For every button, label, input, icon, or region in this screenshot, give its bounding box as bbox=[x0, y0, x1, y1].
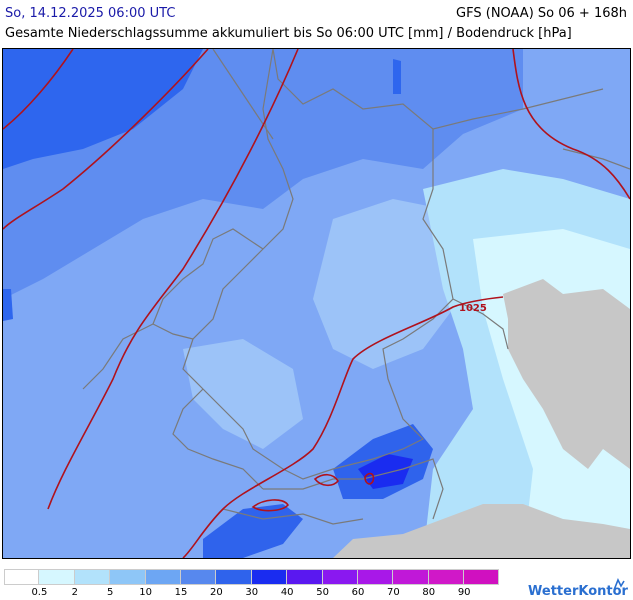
country-borders bbox=[82, 49, 630, 525]
isobar-east bbox=[512, 49, 630, 200]
legend-swatch bbox=[39, 569, 75, 585]
legend-tick-label: 10 bbox=[139, 587, 152, 598]
legend-tick-label: 5 bbox=[107, 587, 114, 598]
isobar-alps-mid bbox=[313, 473, 339, 487]
precip-zone-nw-heavy bbox=[3, 49, 203, 169]
legend-tick-label: 2 bbox=[71, 587, 78, 598]
isobar-label-1025: 1025 bbox=[459, 303, 487, 314]
legend-swatch bbox=[428, 569, 465, 585]
legend-swatch bbox=[251, 569, 288, 585]
legend-swatch bbox=[110, 569, 146, 585]
no-data-land-south bbox=[333, 504, 630, 558]
legend-swatch bbox=[287, 569, 323, 585]
precip-zone-central-light bbox=[313, 199, 473, 369]
isobars bbox=[3, 49, 630, 558]
precip-spot-north bbox=[393, 59, 401, 94]
no-data-land-east bbox=[503, 279, 630, 469]
precip-zone-central-light-2 bbox=[183, 339, 303, 449]
map-canvas: 1025 bbox=[3, 49, 630, 558]
legend-tick-label: 90 bbox=[457, 587, 471, 598]
isobar-alps-east bbox=[364, 472, 375, 485]
legend-swatch bbox=[145, 569, 181, 585]
legend-tick-label: 50 bbox=[316, 587, 329, 598]
legend-tick-label: 20 bbox=[210, 587, 223, 598]
map-subtitle: Gesamte Niederschlagssumme akkumuliert b… bbox=[5, 26, 572, 41]
forecast-datetime: So, 14.12.2025 06:00 UTC bbox=[5, 6, 176, 21]
legend-tick-label: 15 bbox=[174, 587, 188, 598]
legend-swatch bbox=[4, 569, 40, 585]
legend-tick-label: 0.5 bbox=[31, 587, 48, 598]
legend-swatch bbox=[357, 569, 394, 585]
legend-tick-label: 30 bbox=[245, 587, 259, 598]
legend-tick-label: 60 bbox=[351, 587, 365, 598]
legend-swatch bbox=[322, 569, 358, 585]
precip-zone-alps-core bbox=[358, 454, 413, 489]
legend-swatch bbox=[180, 569, 217, 585]
precip-spot-west bbox=[3, 289, 13, 321]
legend-swatch bbox=[393, 569, 429, 585]
isobar-west-1 bbox=[3, 49, 74, 130]
isobar-alps-west bbox=[251, 499, 289, 512]
wetterkontor-logo[interactable]: WetterKontor bbox=[528, 584, 628, 599]
legend-swatch bbox=[74, 569, 111, 585]
isobar-west-2 bbox=[3, 49, 209, 230]
legend-swatch bbox=[216, 569, 252, 585]
isobar-1025 bbox=[182, 296, 504, 558]
legend-swatch bbox=[464, 569, 500, 585]
model-run-label: GFS (NOAA) So 06 + 168h bbox=[456, 6, 627, 21]
wetterkontor-logo-icon bbox=[613, 578, 625, 591]
precipitation-legend bbox=[4, 569, 500, 585]
legend-tick-label: 80 bbox=[422, 587, 436, 598]
isobar-west-3 bbox=[47, 49, 299, 510]
precipitation-map: 1025 bbox=[2, 48, 631, 559]
legend-tick-label: 40 bbox=[280, 587, 294, 598]
legend-tick-label: 70 bbox=[387, 587, 400, 598]
